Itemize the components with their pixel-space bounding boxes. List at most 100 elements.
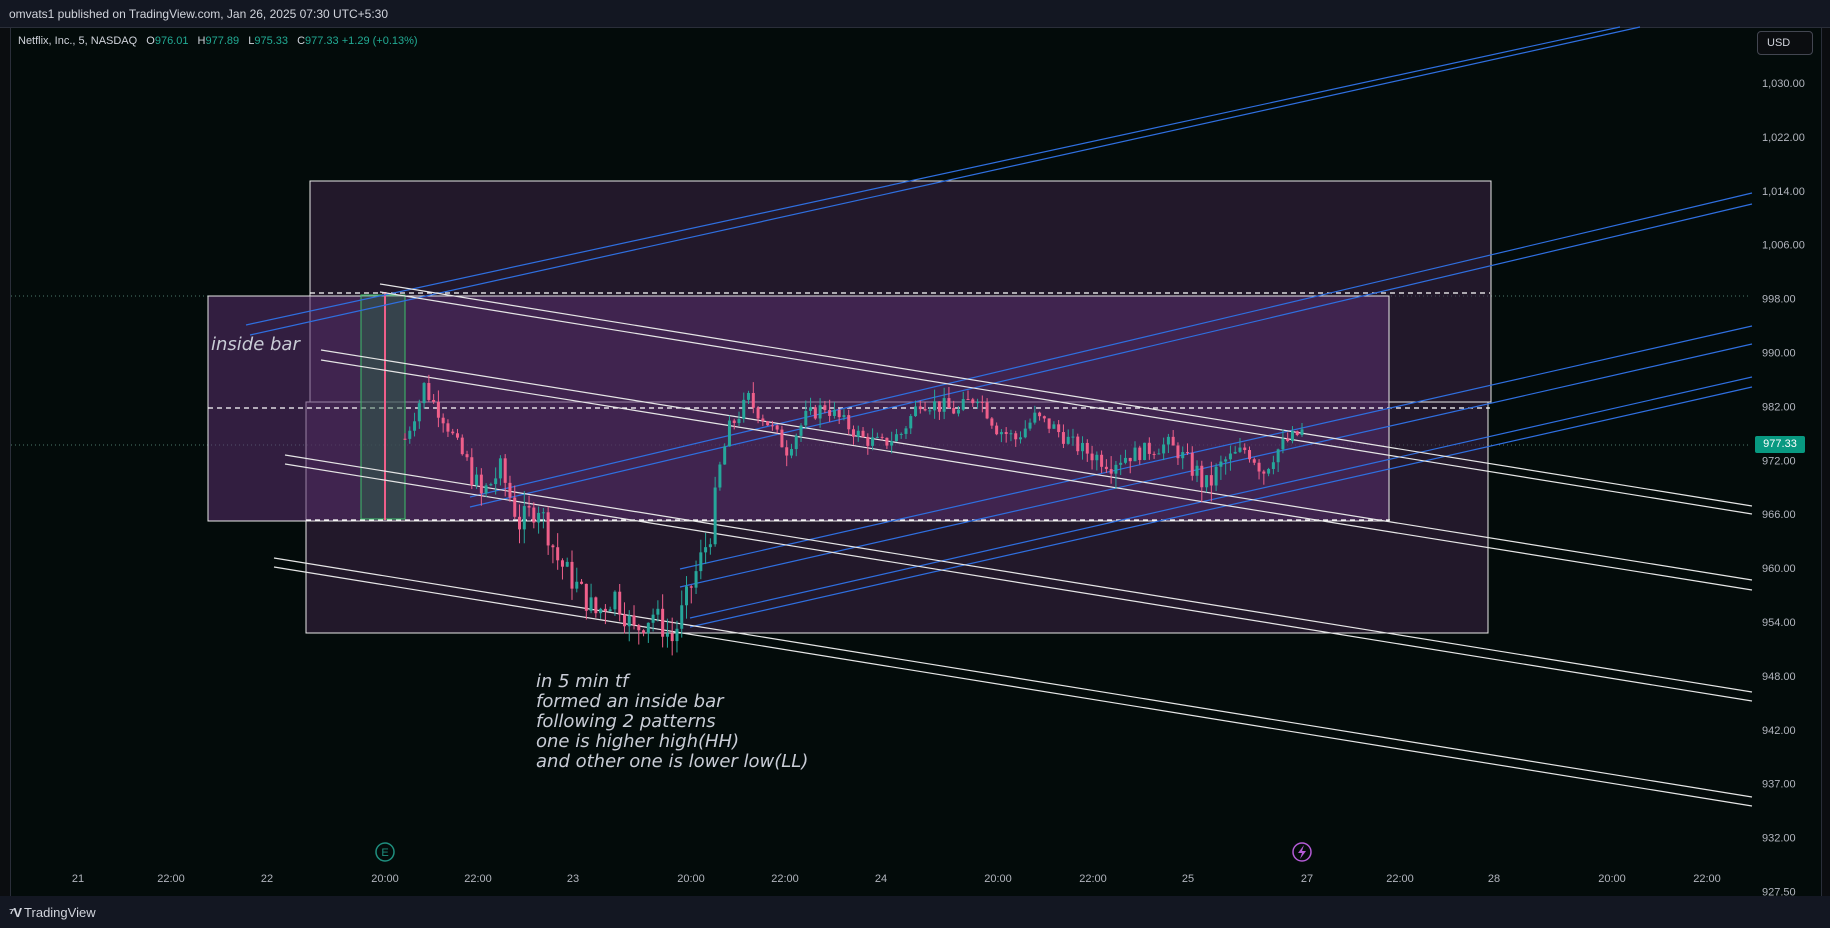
candle-body	[1133, 447, 1137, 462]
candle-body	[575, 581, 579, 589]
candle-body	[751, 392, 755, 408]
candle-body	[828, 410, 832, 416]
y-tick-label: 948.00	[1762, 671, 1796, 683]
y-tick-label: 942.00	[1762, 725, 1796, 737]
candle-body	[723, 446, 727, 465]
time-axis: 21 22:00 22 20:00 22:00 23 20:00 22:00 24 20:00 22…	[72, 873, 1721, 885]
candle-body	[1138, 447, 1142, 461]
candle-body	[470, 457, 474, 486]
blue-channels	[245, 26, 1753, 628]
candle-body	[880, 436, 884, 438]
candle-body	[465, 454, 469, 458]
candle-body	[856, 430, 860, 437]
candle-body	[627, 615, 631, 627]
candle-body	[961, 399, 965, 410]
high-label: H	[197, 35, 206, 47]
candle-body	[508, 482, 512, 498]
candle-body	[685, 586, 689, 606]
candle-body	[852, 429, 855, 437]
candle-body	[1095, 454, 1099, 461]
candle-body	[451, 431, 455, 434]
candle-body	[1038, 412, 1042, 417]
x-tick-label: 22	[261, 873, 273, 885]
candle-body	[498, 458, 502, 479]
candle-body	[1018, 437, 1022, 440]
candle-body	[503, 458, 507, 483]
candle-body	[484, 485, 488, 494]
candle-body	[1057, 424, 1061, 433]
candle-body	[985, 402, 989, 419]
candle-body	[1028, 422, 1032, 429]
candle-body	[603, 608, 607, 612]
candle-body	[1190, 452, 1194, 476]
y-tick-label: 954.00	[1762, 617, 1796, 629]
candle-body	[1248, 450, 1252, 460]
candle-body	[1262, 471, 1266, 474]
candle-body	[556, 547, 560, 561]
note-annotation[interactable]: in 5 min tf formed an inside bar followi…	[536, 672, 808, 772]
high-value: 977.89	[205, 35, 240, 47]
candle-body	[1004, 432, 1008, 434]
note-line: following 2 patterns	[536, 711, 716, 732]
candle-body	[622, 614, 626, 627]
candle-body	[1209, 475, 1213, 486]
candle-body	[656, 608, 660, 615]
candle-body	[1066, 436, 1070, 444]
candle-body	[680, 605, 684, 629]
candle-body	[441, 417, 445, 424]
candle-body	[761, 418, 765, 422]
candle-body	[670, 633, 674, 642]
candle-body	[1238, 447, 1242, 452]
candle-body	[1157, 453, 1161, 455]
candle-body	[980, 401, 984, 403]
y-tick-label: 1,022.00	[1762, 132, 1805, 144]
candle-body	[675, 628, 679, 642]
candle-body	[713, 487, 717, 545]
candle-body	[408, 430, 412, 439]
candle-body	[1286, 438, 1290, 441]
candle-body	[770, 425, 774, 427]
x-tick-label: 20:00	[1598, 873, 1626, 885]
candle-body	[1166, 436, 1170, 445]
last-price-tag: 977.33	[1755, 436, 1805, 453]
x-tick-label: 20:00	[371, 873, 399, 885]
candle-body	[570, 561, 574, 589]
candle-body	[894, 434, 898, 442]
tradingview-logo[interactable]: ⁷V TradingView	[9, 905, 96, 920]
candle-body	[1052, 424, 1056, 429]
candle-body	[1100, 454, 1104, 467]
currency-button[interactable]: USD	[1757, 31, 1813, 55]
candle-body	[1033, 412, 1037, 423]
candle-body	[708, 544, 712, 548]
inside-bar-label[interactable]: inside bar	[211, 334, 300, 355]
candle-body	[1014, 433, 1018, 440]
low-value: 975.33	[254, 35, 288, 47]
close-label: C	[297, 35, 306, 47]
candle-body	[923, 409, 927, 411]
x-tick-label: 22:00	[1079, 873, 1107, 885]
x-tick-label: 21	[72, 873, 84, 885]
candle-body	[1252, 459, 1256, 463]
candle-body	[560, 560, 564, 567]
ohlc-legend: Netflix, Inc., 5, NASDAQ O976.01 H977.89…	[18, 35, 418, 47]
candle-body	[1205, 475, 1209, 488]
candle-body	[1185, 452, 1189, 454]
candle-body	[837, 409, 841, 418]
candle-body	[613, 591, 617, 610]
chart-canvas[interactable]: 1,030.00 1,022.00 1,014.00 1,006.00 998.00 99…	[0, 0, 1830, 896]
candle-body	[580, 581, 584, 584]
candle-body	[1176, 445, 1180, 459]
candle-body	[599, 608, 603, 614]
candle-body	[1171, 436, 1175, 446]
candle-body	[818, 405, 822, 419]
candle-body	[1104, 466, 1108, 470]
symbol-name[interactable]: Netflix, Inc., 5, NASDAQ	[18, 35, 138, 47]
candle-body	[823, 405, 827, 411]
candle-body	[1076, 436, 1080, 452]
candle-body	[1290, 431, 1294, 441]
candle-body	[1114, 464, 1118, 474]
candle-body	[532, 507, 536, 523]
candle-body	[417, 403, 421, 422]
candle-body	[952, 407, 956, 414]
candle-body	[937, 401, 941, 412]
